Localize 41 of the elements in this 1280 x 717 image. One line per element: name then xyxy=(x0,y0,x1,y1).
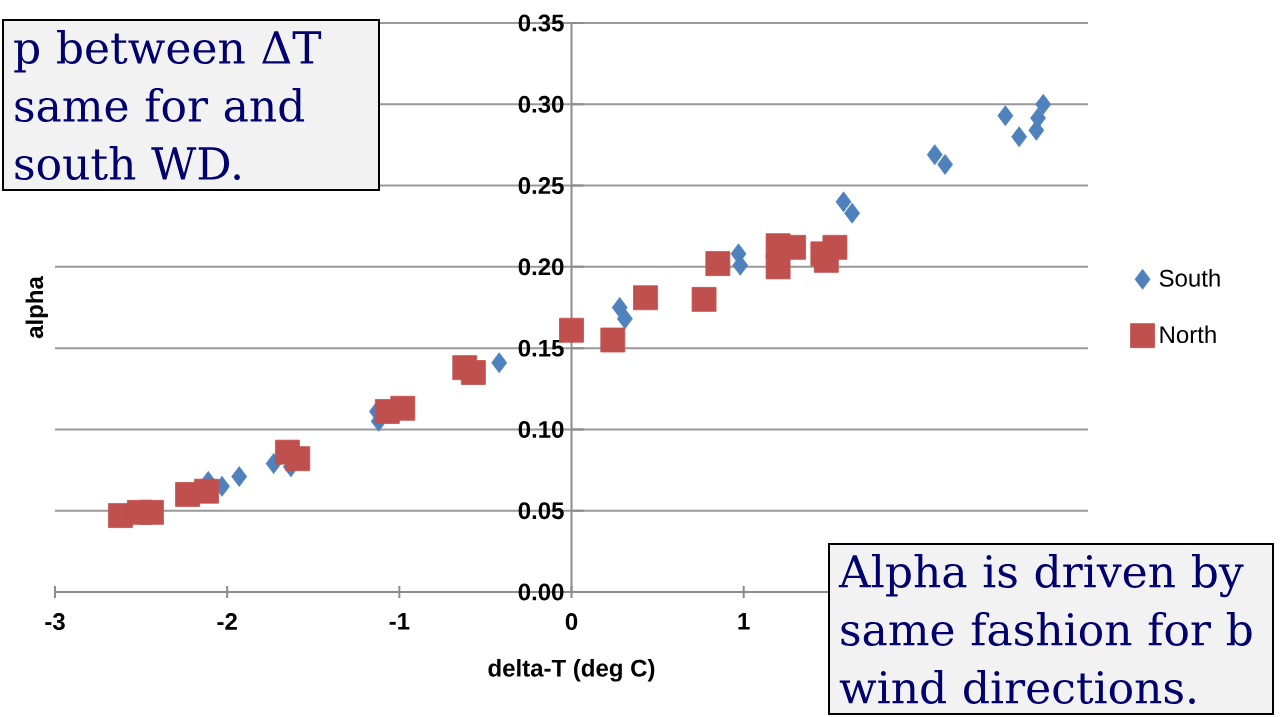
point xyxy=(691,286,717,312)
x-axis-title: delta-T (deg C) xyxy=(488,659,655,682)
x-tick-label: -2 xyxy=(217,613,237,630)
legend-label: North xyxy=(1160,325,1216,344)
y-tick-label: 0.20 xyxy=(518,258,564,276)
point xyxy=(460,360,486,385)
y-tick-label: 0.30 xyxy=(518,95,564,113)
point xyxy=(231,466,248,487)
x-tick-label: 1 xyxy=(738,613,750,630)
point xyxy=(611,297,628,318)
x-tick-label: -3 xyxy=(45,613,65,631)
point xyxy=(491,352,508,374)
y-tick-label: 0.25 xyxy=(518,177,564,195)
point xyxy=(1028,119,1045,141)
point xyxy=(139,499,164,525)
point xyxy=(600,327,626,353)
point xyxy=(1011,126,1028,148)
point xyxy=(390,395,416,421)
point xyxy=(194,478,219,504)
point xyxy=(835,191,852,213)
point xyxy=(633,285,658,311)
point xyxy=(616,308,633,330)
point xyxy=(926,144,943,166)
annotation: p between ΔT same for and south WD. xyxy=(14,29,322,181)
point xyxy=(705,251,731,276)
point xyxy=(997,105,1014,127)
point xyxy=(844,202,861,224)
x-tick-label: -1 xyxy=(389,613,410,630)
y-tick-label: 0.35 xyxy=(518,14,564,32)
y-tick-label: 0.00 xyxy=(518,583,564,601)
y-tick-label: 0.05 xyxy=(518,502,564,520)
legend-label: South xyxy=(1159,269,1220,287)
y-axis-title: alpha xyxy=(25,276,48,339)
annotation: Alpha is driven by same fashion for b wind directions. xyxy=(838,553,1252,704)
point xyxy=(1035,93,1052,115)
x-tick-label: 0 xyxy=(565,613,578,631)
y-tick-label: 0.10 xyxy=(518,420,564,438)
point xyxy=(937,154,953,175)
y-tick-label: 0.15 xyxy=(518,339,564,357)
point xyxy=(822,234,848,260)
point xyxy=(285,446,311,472)
